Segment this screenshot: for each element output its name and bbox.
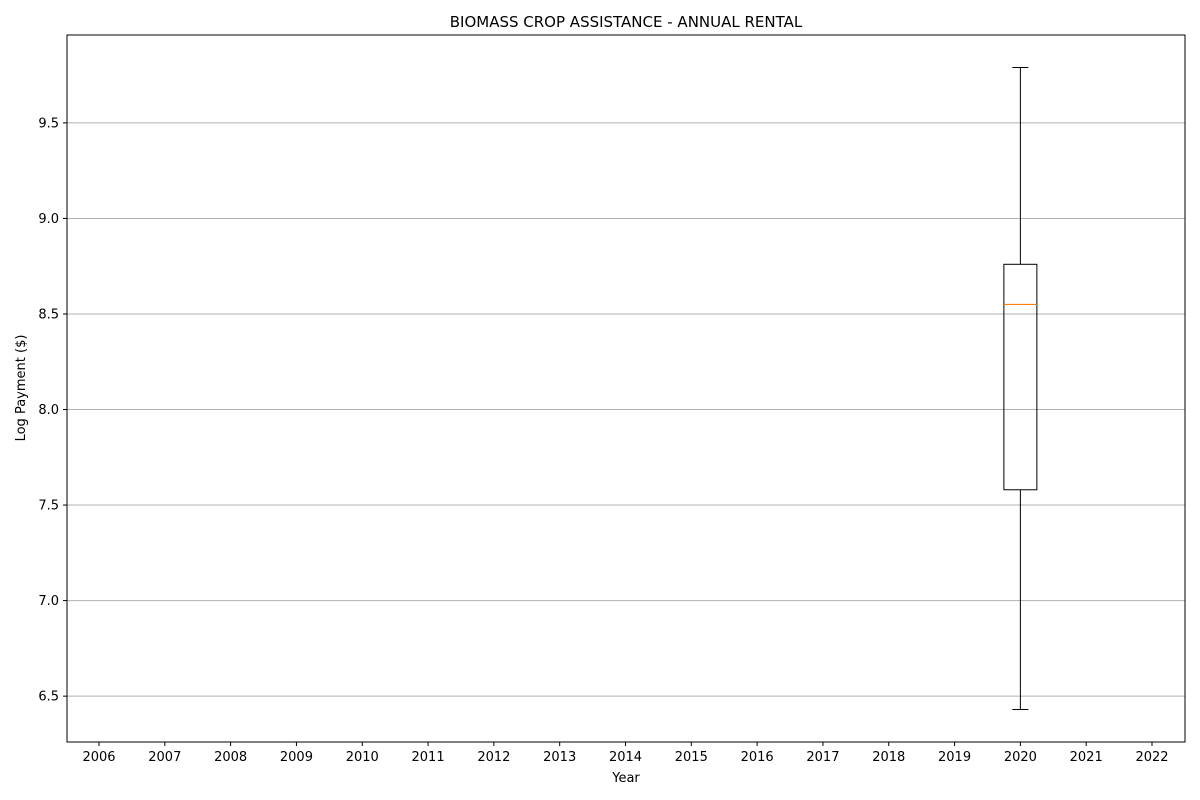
y-tick-label: 8.5	[38, 307, 59, 322]
x-tick-label: 2010	[346, 750, 379, 765]
x-tick-label: 2022	[1135, 750, 1168, 765]
grid-lines	[67, 122, 1185, 697]
plot-frame	[66, 34, 1186, 743]
x-tick-label: 2018	[872, 750, 905, 765]
box-iqr	[1003, 263, 1038, 491]
x-tick-label: 2007	[148, 750, 181, 765]
y-tick-label: 8.0	[38, 403, 59, 418]
x-axis: 2006 2007 2008 2009 2010 2011 2012 2013 2014 2015…	[82, 742, 1169, 765]
y-tick-label: 9.5	[38, 116, 59, 131]
x-tick-label: 2016	[741, 750, 774, 765]
x-tick-label: 2015	[675, 750, 708, 765]
x-tick-label: 2020	[1004, 750, 1037, 765]
y-axis: 6.5 7.0 7.5 8.0 8.5 9.0 9.5	[38, 116, 67, 705]
x-tick-label: 2009	[280, 750, 313, 765]
x-tick-label: 2012	[477, 750, 510, 765]
x-tick-label: 2019	[938, 750, 971, 765]
y-tick-label: 7.5	[38, 499, 59, 514]
y-axis-label: Log Payment ($)	[14, 335, 29, 442]
x-tick-label: 2014	[609, 750, 642, 765]
x-tick-label: 2021	[1070, 750, 1103, 765]
x-tick-label: 2013	[543, 750, 576, 765]
chart-title: BIOMASS CROP ASSISTANCE - ANNUAL RENTAL	[450, 13, 803, 31]
x-tick-label: 2008	[214, 750, 247, 765]
box-plots	[1003, 66, 1038, 711]
y-tick-label: 9.0	[38, 212, 59, 227]
x-axis-label: Year	[611, 771, 640, 786]
y-tick-label: 6.5	[38, 690, 59, 705]
x-tick-label: 2011	[412, 750, 445, 765]
y-tick-label: 7.0	[38, 594, 59, 609]
x-tick-label: 2017	[806, 750, 839, 765]
x-tick-label: 2006	[82, 750, 115, 765]
